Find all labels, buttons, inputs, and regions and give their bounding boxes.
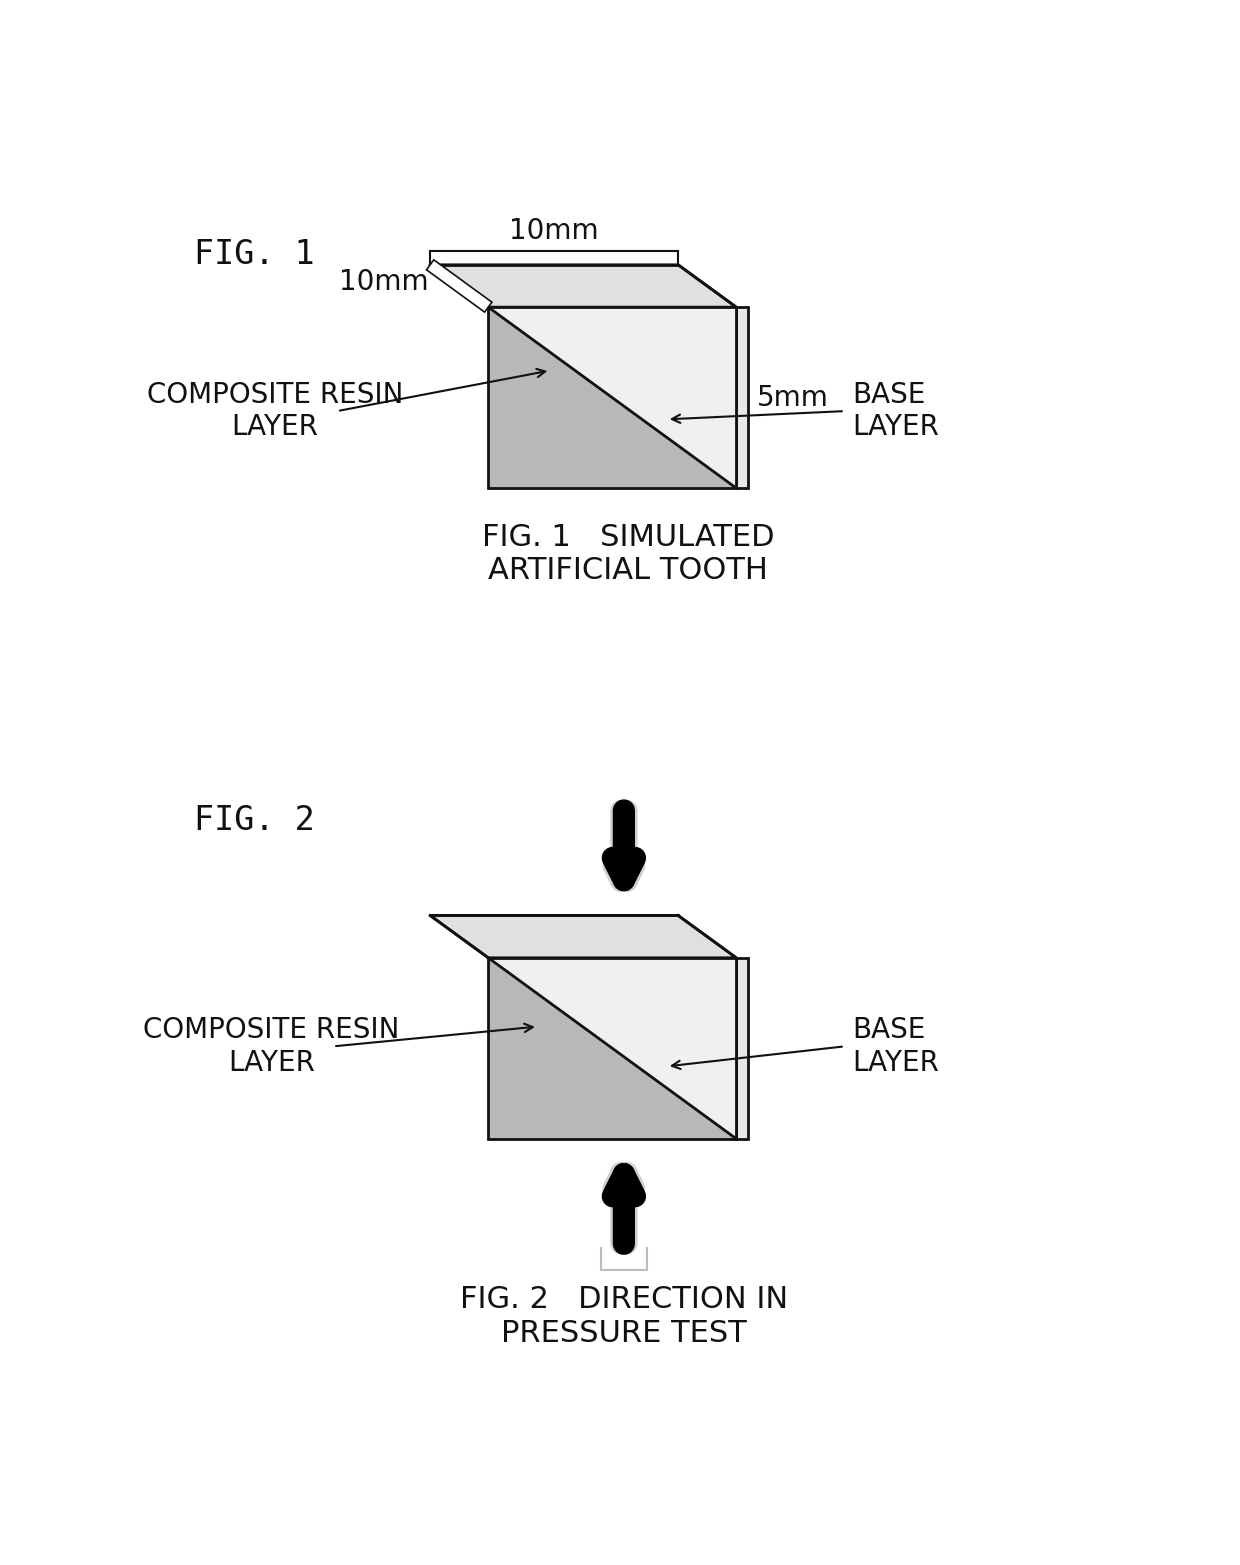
- Polygon shape: [430, 916, 737, 958]
- Text: FIG. 2: FIG. 2: [193, 804, 315, 837]
- Polygon shape: [737, 307, 748, 488]
- Text: BASE
LAYER: BASE LAYER: [853, 1016, 940, 1077]
- Text: FIG. 1: FIG. 1: [193, 238, 315, 271]
- Text: FIG. 1   SIMULATED
ARTIFICIAL TOOTH: FIG. 1 SIMULATED ARTIFICIAL TOOTH: [481, 523, 774, 585]
- Text: 10mm: 10mm: [510, 218, 599, 244]
- Polygon shape: [737, 958, 748, 1139]
- Polygon shape: [489, 307, 737, 488]
- Polygon shape: [489, 958, 737, 1139]
- Polygon shape: [489, 307, 737, 488]
- Text: 5mm: 5mm: [756, 383, 828, 412]
- Text: FIG. 2   DIRECTION IN
PRESSURE TEST: FIG. 2 DIRECTION IN PRESSURE TEST: [460, 1285, 787, 1347]
- Text: BASE
LAYER: BASE LAYER: [853, 380, 940, 441]
- Polygon shape: [427, 260, 492, 311]
- Text: COMPOSITE RESIN
LAYER: COMPOSITE RESIN LAYER: [143, 1016, 399, 1077]
- Text: 10mm: 10mm: [339, 268, 428, 296]
- Polygon shape: [430, 264, 737, 307]
- Text: COMPOSITE RESIN
LAYER: COMPOSITE RESIN LAYER: [146, 380, 403, 441]
- Polygon shape: [489, 958, 737, 1139]
